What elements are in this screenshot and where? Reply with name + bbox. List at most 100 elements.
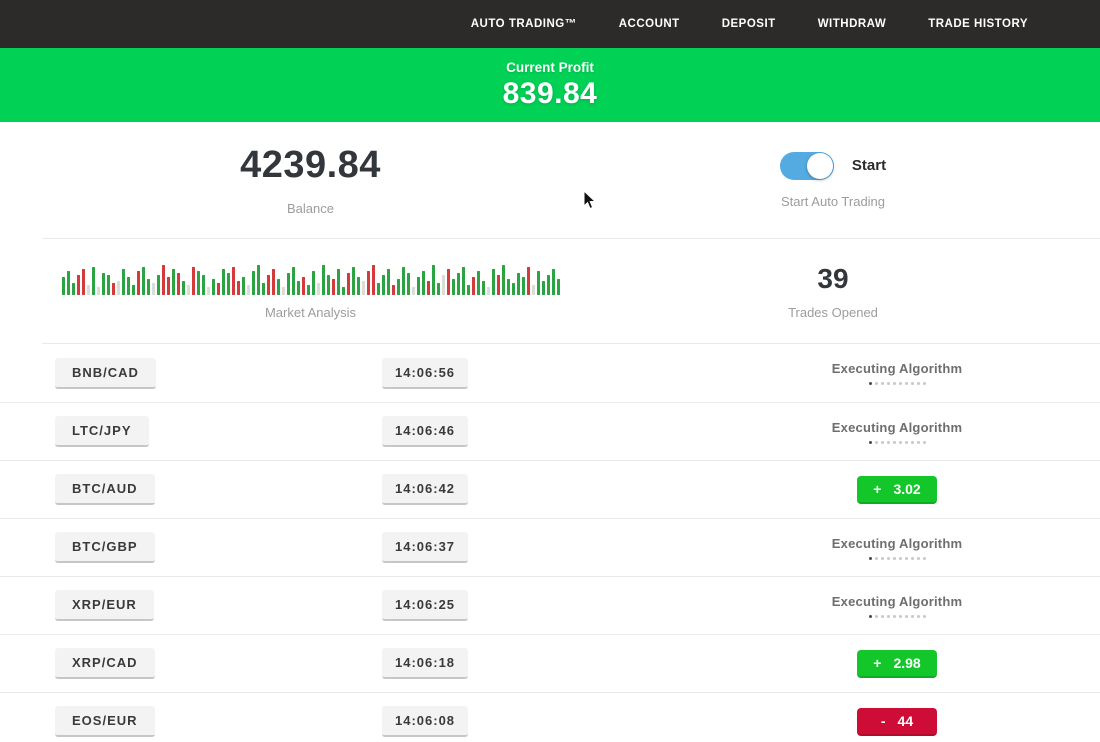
time-badge[interactable]: 14:06:46 xyxy=(382,416,469,447)
chart-bar xyxy=(106,274,110,295)
chart-bar xyxy=(76,274,80,295)
chart-bar xyxy=(321,264,325,295)
time-badge[interactable]: 14:06:42 xyxy=(382,474,469,505)
progress-dot-icon xyxy=(916,614,920,618)
chart-bar xyxy=(391,284,395,295)
chart-bar xyxy=(316,282,320,295)
time-badge[interactable]: 14:06:18 xyxy=(382,648,469,679)
current-profit-banner: Current Profit 839.84 xyxy=(0,48,1100,122)
market-section: Market Analysis 39 Trades Opened xyxy=(0,239,1100,343)
pair-badge[interactable]: BTC/GBP xyxy=(55,532,155,563)
executing-algorithm-label: Executing Algorithm xyxy=(831,535,963,551)
pair-badge[interactable]: XRP/EUR xyxy=(55,590,154,621)
trades-opened-label: Trades Opened xyxy=(788,304,878,320)
chart-bar xyxy=(86,284,90,295)
progress-dot-icon xyxy=(922,440,926,444)
progress-dot-icon xyxy=(874,614,878,618)
nav-item-withdraw[interactable]: WITHDRAW xyxy=(817,18,887,30)
toggle-start-label: Start xyxy=(851,157,887,174)
chart-bar xyxy=(521,276,525,295)
progress-dot-icon xyxy=(898,556,902,560)
pair-badge[interactable]: EOS/EUR xyxy=(55,706,155,737)
time-badge[interactable]: 14:06:08 xyxy=(382,706,469,737)
start-auto-trading-caption: Start Auto Trading xyxy=(780,193,886,209)
chart-bar xyxy=(286,272,290,295)
chart-bar xyxy=(301,276,305,295)
chart-bar xyxy=(96,286,100,295)
chart-bar xyxy=(66,270,70,295)
section-divider xyxy=(42,343,1100,344)
chart-bar xyxy=(546,274,550,295)
progress-dot-icon xyxy=(898,440,902,444)
progress-dot-icon xyxy=(868,614,872,618)
trade-status-cell: Executing Algorithm xyxy=(694,594,1100,618)
chart-bar xyxy=(236,280,240,295)
chart-bar xyxy=(296,280,300,295)
progress-dot-icon xyxy=(904,382,908,385)
chart-bar xyxy=(156,274,160,295)
chart-bar xyxy=(166,276,170,295)
pair-badge[interactable]: BNB/CAD xyxy=(55,357,156,389)
progress-dot-icon xyxy=(916,556,920,560)
progress-dot-icon xyxy=(892,556,896,560)
progress-dots xyxy=(868,382,926,385)
chart-bar xyxy=(481,280,485,295)
chart-bar xyxy=(136,270,140,295)
toggle-knob-icon xyxy=(806,152,833,179)
chart-bar xyxy=(221,268,225,295)
progress-dot-icon xyxy=(904,614,908,618)
progress-dot-icon xyxy=(874,556,878,560)
chart-bar xyxy=(341,286,345,295)
chart-bar xyxy=(196,270,200,295)
time-badge[interactable]: 14:06:37 xyxy=(382,532,469,563)
profit-badge: +2.98 xyxy=(857,649,937,678)
progress-dot-icon xyxy=(874,382,878,385)
nav-item-auto-trading[interactable]: AUTO TRADING™ xyxy=(470,18,577,30)
result-sign: - xyxy=(880,712,886,729)
chart-bar xyxy=(141,266,145,295)
section-divider xyxy=(42,238,1100,239)
chart-bar xyxy=(461,266,465,295)
pair-badge[interactable]: LTC/JPY xyxy=(55,416,149,447)
chart-bar xyxy=(466,284,470,295)
nav-item-trade-history[interactable]: TRADE HISTORY xyxy=(928,18,1028,30)
chart-bar xyxy=(241,276,245,295)
progress-dot-icon xyxy=(880,382,884,385)
progress-dot-icon xyxy=(880,614,884,618)
current-profit-value: 839.84 xyxy=(502,76,598,110)
chart-bar xyxy=(176,272,180,295)
chart-bar xyxy=(151,282,155,295)
nav-item-deposit[interactable]: DEPOSIT xyxy=(721,18,776,30)
trade-status-cell: Executing Algorithm xyxy=(694,361,1100,385)
progress-dot-icon xyxy=(922,614,926,618)
nav-item-account[interactable]: ACCOUNT xyxy=(618,18,680,30)
chart-bar xyxy=(386,268,390,295)
pair-badge[interactable]: BTC/AUD xyxy=(55,474,155,505)
chart-bar xyxy=(256,264,260,295)
result-value: 44 xyxy=(897,712,914,729)
chart-bar xyxy=(506,278,510,295)
progress-dot-icon xyxy=(904,440,908,444)
progress-dot-icon xyxy=(868,382,872,385)
chart-bar xyxy=(276,278,280,295)
market-analysis-bars xyxy=(61,263,560,295)
chart-bar xyxy=(411,286,415,295)
auto-trading-toggle[interactable] xyxy=(779,151,834,180)
progress-dot-icon xyxy=(868,440,872,444)
chart-bar xyxy=(61,276,65,295)
market-analysis-chart: Market Analysis xyxy=(0,239,621,343)
chart-bar xyxy=(161,264,165,295)
chart-bar xyxy=(231,266,235,295)
chart-bar xyxy=(416,276,420,295)
chart-bar xyxy=(556,278,560,295)
chart-bar xyxy=(81,268,85,295)
chart-bar xyxy=(331,278,335,295)
trades-list: BNB/CAD 14:06:56 Executing Algorithm LTC… xyxy=(0,344,1100,742)
chart-bar xyxy=(501,264,505,295)
time-badge[interactable]: 14:06:25 xyxy=(382,590,469,621)
time-badge[interactable]: 14:06:56 xyxy=(382,357,469,389)
chart-bar xyxy=(441,274,445,295)
trades-opened-block: 39 Trades Opened xyxy=(621,239,1100,343)
progress-dots xyxy=(868,440,926,444)
pair-badge[interactable]: XRP/CAD xyxy=(55,648,155,679)
